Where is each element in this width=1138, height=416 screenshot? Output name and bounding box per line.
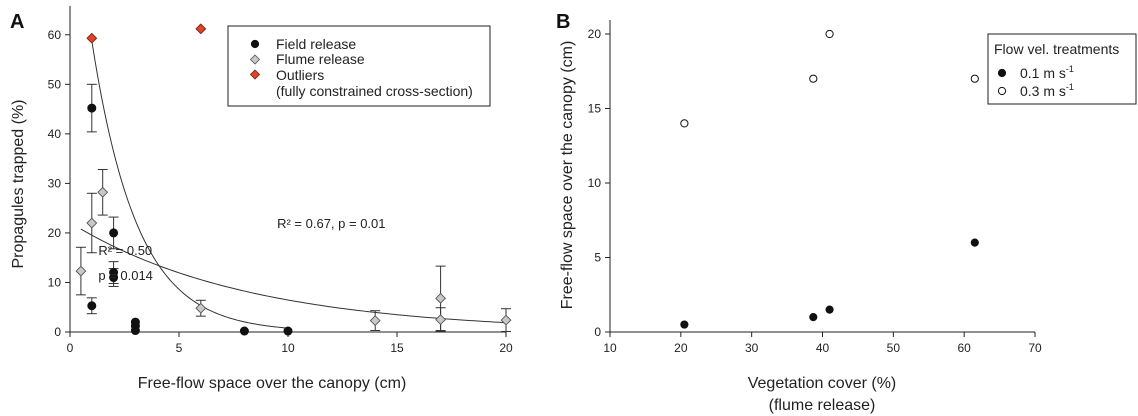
panel-b-y-axis-title: Free-flow space over the canopy (cm) bbox=[559, 41, 576, 310]
panel-a: A 0 5 10 15 20 0 10 20 30 40 50 60 Free-flow space… bbox=[10, 6, 513, 392]
slow-flow-point bbox=[809, 313, 818, 322]
panel-a-y-axis-title: Propagules trapped (%) bbox=[10, 100, 27, 269]
panel-a-error-bars bbox=[75, 83, 511, 333]
panel-a-annotation: R² = 0.67, p = 0.01 bbox=[277, 216, 385, 231]
panel-a-x-tick-label: 10 bbox=[281, 341, 295, 355]
panel-b-x-tick-label: 50 bbox=[887, 341, 901, 355]
legend-b-slow-marker bbox=[997, 68, 1007, 78]
panel-a-fit-curves bbox=[80, 40, 507, 329]
panel-a-x-ticks: 0 5 10 15 20 bbox=[67, 332, 513, 355]
panel-a-points bbox=[75, 23, 512, 336]
legend-b-slow-sup: -1 bbox=[1066, 64, 1074, 74]
panel-b-x-tick-label: 40 bbox=[816, 341, 830, 355]
panel-b-legend-box bbox=[987, 33, 1137, 105]
panel-a-annotation: p = 0.014 bbox=[98, 268, 153, 283]
fast-flow-point bbox=[825, 29, 834, 39]
panel-a-legend: Field release Flume release Outliers (fu… bbox=[227, 25, 491, 107]
panel-a-x-axis-title: Free-flow space over the canopy (cm) bbox=[138, 375, 407, 392]
panel-b-x-ticks: 10 20 30 40 50 60 70 bbox=[603, 332, 1042, 355]
flume-release-point bbox=[500, 314, 512, 326]
panel-a-y-tick-label: 50 bbox=[48, 77, 62, 91]
panel-b-y-tick-label: 5 bbox=[594, 251, 601, 265]
field-release-point bbox=[87, 301, 97, 311]
flume-release-point bbox=[369, 315, 381, 327]
legend-b-slow-label: 0.1 m s-1 bbox=[1020, 64, 1074, 81]
panel-b-y-tick-label: 0 bbox=[594, 325, 601, 339]
field-release-fit-curve bbox=[91, 40, 289, 329]
flume-release-point bbox=[435, 292, 447, 304]
panel-a-y-tick-label: 10 bbox=[48, 275, 62, 289]
panel-b-y-tick-label: 10 bbox=[588, 176, 602, 190]
field-release-point bbox=[283, 326, 293, 336]
field-release-point bbox=[87, 103, 97, 113]
field-release-point bbox=[239, 326, 249, 336]
field-release-point bbox=[109, 228, 119, 238]
legend-outliers-marker bbox=[249, 69, 261, 80]
slow-flow-point bbox=[825, 305, 834, 314]
panel-b: B 10 20 30 40 50 60 70 0 5 10 15 20 Vegetation cov… bbox=[556, 11, 1137, 414]
panel-b-x-tick-label: 70 bbox=[1028, 341, 1042, 355]
legend-outliers-note: (fully constrained cross-section) bbox=[276, 83, 473, 99]
panel-b-letter: B bbox=[556, 11, 570, 33]
panel-a-x-tick-label: 0 bbox=[67, 341, 74, 355]
flume-release-point bbox=[86, 217, 98, 229]
panel-a-x-tick-label: 5 bbox=[176, 341, 183, 355]
fast-flow-point bbox=[809, 74, 818, 83]
panel-b-legend: Flow vel. treatments 0.1 m s-1 0.3 m s-1 bbox=[987, 33, 1137, 105]
legend-b-fast-label: 0.3 m s-1 bbox=[1020, 82, 1074, 99]
outlier-point bbox=[86, 32, 98, 44]
legend-b-fast-sup: -1 bbox=[1066, 82, 1074, 92]
flume-release-point bbox=[195, 302, 207, 314]
panel-b-x-tick-label: 60 bbox=[957, 341, 971, 355]
panel-a-annotations: R² = 0.50 p = 0.014 R² = 0.67, p = 0.01 bbox=[98, 216, 385, 283]
panel-a-legend-box bbox=[227, 25, 491, 107]
legend-outliers-label: Outliers bbox=[276, 67, 324, 83]
flume-release-point bbox=[75, 265, 87, 277]
panel-b-x-tick-label: 10 bbox=[603, 341, 617, 355]
panel-a-y-tick-label: 20 bbox=[48, 226, 62, 240]
panel-b-y-ticks: 0 5 10 15 20 bbox=[588, 27, 610, 339]
panel-b-x-axis-subtitle: (flume release) bbox=[769, 397, 876, 414]
panel-b-points bbox=[680, 29, 979, 329]
slow-flow-point bbox=[680, 320, 689, 329]
legend-flume-release-marker bbox=[249, 54, 261, 65]
panel-b-x-tick-label: 30 bbox=[745, 341, 759, 355]
flume-release-point bbox=[435, 314, 447, 326]
flume-release-fit-curve bbox=[80, 228, 507, 324]
legend-b-fast-text: 0.3 m s bbox=[1020, 83, 1066, 99]
fast-flow-point bbox=[680, 119, 689, 128]
legend-b-fast-marker bbox=[997, 86, 1007, 96]
panel-a-x-tick-label: 20 bbox=[499, 341, 513, 355]
panel-a-y-tick-label: 40 bbox=[48, 127, 62, 141]
panel-a-letter: A bbox=[10, 11, 24, 33]
legend-b-title: Flow vel. treatments bbox=[994, 41, 1119, 57]
field-release-point bbox=[109, 273, 119, 283]
legend-b-slow-text: 0.1 m s bbox=[1020, 65, 1066, 81]
panel-a-annotation: R² = 0.50 bbox=[98, 243, 152, 258]
panel-a-y-ticks: 0 10 20 30 40 50 60 bbox=[48, 28, 70, 339]
panel-a-y-tick-label: 60 bbox=[48, 28, 62, 42]
legend-flume-release-label: Flume release bbox=[276, 51, 365, 67]
panel-a-y-tick-label: 0 bbox=[54, 325, 61, 339]
flume-release-point bbox=[97, 186, 109, 198]
legend-field-release-marker bbox=[250, 39, 260, 49]
panel-a-x-tick-label: 15 bbox=[390, 341, 404, 355]
panel-b-y-tick-label: 20 bbox=[588, 27, 602, 41]
panel-b-x-axis-title: Vegetation cover (%) bbox=[748, 375, 897, 392]
panel-b-x-tick-label: 20 bbox=[674, 341, 688, 355]
fast-flow-point bbox=[970, 74, 979, 83]
legend-field-release-label: Field release bbox=[276, 36, 356, 52]
field-release-point bbox=[130, 326, 140, 336]
panel-b-y-tick-label: 15 bbox=[588, 102, 602, 116]
slow-flow-point bbox=[970, 238, 979, 247]
panel-a-y-tick-label: 30 bbox=[48, 176, 62, 190]
outlier-point bbox=[195, 23, 207, 35]
